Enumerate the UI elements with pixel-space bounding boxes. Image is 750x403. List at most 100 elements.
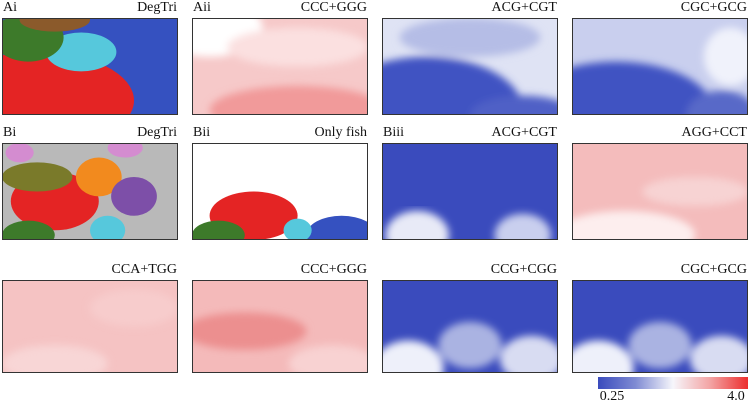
colorbar-min: 0.25 (600, 389, 625, 403)
heatmap-blobs (192, 191, 368, 240)
panel-title: DegTri (137, 125, 177, 140)
heatmap-blobs (192, 312, 368, 373)
heatmap-region (209, 85, 368, 115)
heatmap (382, 18, 558, 115)
panel: Bi DegTri (2, 125, 178, 240)
heatmap-region (686, 90, 748, 115)
heatmap-region (438, 321, 502, 369)
panel: CCC+GGG (192, 262, 368, 373)
panel-border (382, 143, 558, 240)
panel: AGG+CCT (572, 125, 748, 240)
heatmap-region (90, 289, 178, 327)
heatmap-region (385, 210, 449, 240)
heatmap-region (192, 220, 245, 240)
panel: CCA+TGG (2, 262, 178, 373)
panel-border (192, 18, 368, 115)
panel-border (382, 280, 558, 373)
heatmap (192, 280, 368, 373)
heatmap-region (111, 176, 157, 216)
heatmap (192, 18, 368, 115)
panel-title: CCC+GGG (301, 0, 367, 15)
heatmap-blobs (572, 176, 748, 240)
heatmap-region (306, 215, 368, 240)
heatmap (572, 280, 748, 373)
heatmap-region (642, 176, 748, 207)
panel-border (382, 18, 558, 115)
panel-title: DegTri (137, 0, 177, 15)
heatmap-blobs (2, 18, 134, 115)
heatmap-blobs (2, 143, 157, 240)
panel-border (192, 143, 368, 240)
heatmap-region (628, 321, 692, 369)
heatmap-region (5, 143, 34, 163)
heatmap-blobs (385, 210, 551, 240)
heatmap (2, 143, 178, 240)
heatmap-blobs (2, 289, 178, 373)
panel-label: Bii (193, 125, 210, 140)
heatmap-region (399, 18, 541, 57)
heatmap-region (19, 18, 90, 32)
panel: Ai DegTri (2, 0, 178, 115)
panel-label: Aii (193, 0, 211, 15)
heatmap-region (382, 340, 444, 373)
heatmap-region (2, 162, 73, 192)
heatmap-region (227, 27, 368, 67)
panel-title: AGG+CCT (682, 125, 748, 140)
panel-title: Only fish (315, 125, 368, 140)
panel-title: CGC+GCG (681, 262, 747, 277)
heatmap-region (572, 210, 696, 240)
panel-title: CCG+CGG (491, 262, 557, 277)
heatmap-region (2, 345, 108, 373)
panel-label: Ai (3, 0, 17, 15)
heatmap (2, 280, 178, 373)
heatmap-region (470, 95, 558, 115)
heatmap-region (499, 335, 558, 373)
heatmap-region (192, 312, 307, 350)
panel-title: CCC+GGG (301, 262, 367, 277)
heatmap-region (704, 27, 748, 86)
heatmap (192, 143, 368, 240)
heatmap (382, 280, 558, 373)
panel: ACG+CGT (382, 0, 558, 115)
heatmap-region (689, 335, 748, 373)
panel: Biii ACG+CGT (382, 125, 558, 240)
heatmap-blobs (572, 27, 748, 115)
heatmap (572, 143, 748, 240)
panel-label: Biii (383, 125, 404, 140)
heatmap-blobs (192, 18, 368, 115)
panel: CCG+CGG (382, 262, 558, 373)
heatmap-region (283, 218, 312, 240)
panel-border (2, 18, 178, 115)
heatmap-blobs (382, 18, 558, 115)
heatmap (572, 18, 748, 115)
heatmap-blobs (572, 321, 748, 373)
panel-border (192, 280, 368, 373)
panel: CGC+GCG (572, 0, 748, 115)
heatmap-region (2, 220, 55, 240)
heatmap-region (572, 340, 634, 373)
heatmap-region (572, 61, 713, 115)
panel-label: Bi (3, 125, 16, 140)
panel: Bii Only fish (192, 125, 368, 240)
heatmap-region (107, 143, 143, 158)
heatmap-region (494, 213, 551, 240)
panel-border (2, 280, 178, 373)
panel: Aii CCC+GGG (192, 0, 368, 115)
heatmap-region (382, 56, 523, 115)
heatmap (2, 18, 178, 115)
panel-title: ACG+CGT (492, 0, 558, 15)
heatmap-region (90, 215, 126, 240)
panel-title: CCA+TGG (112, 262, 177, 277)
panel-border (572, 18, 748, 115)
panel-border (2, 143, 178, 240)
heatmap-region (288, 345, 368, 373)
panel-title: CGC+GCG (681, 0, 747, 15)
panel-title: ACG+CGT (492, 125, 558, 140)
panel: CGC+GCG (572, 262, 748, 373)
heatmap-region (75, 157, 122, 197)
colorbar-max: 4.0 (727, 389, 745, 403)
heatmap-region (45, 32, 117, 72)
heatmap (382, 143, 558, 240)
panel-border (572, 143, 748, 240)
